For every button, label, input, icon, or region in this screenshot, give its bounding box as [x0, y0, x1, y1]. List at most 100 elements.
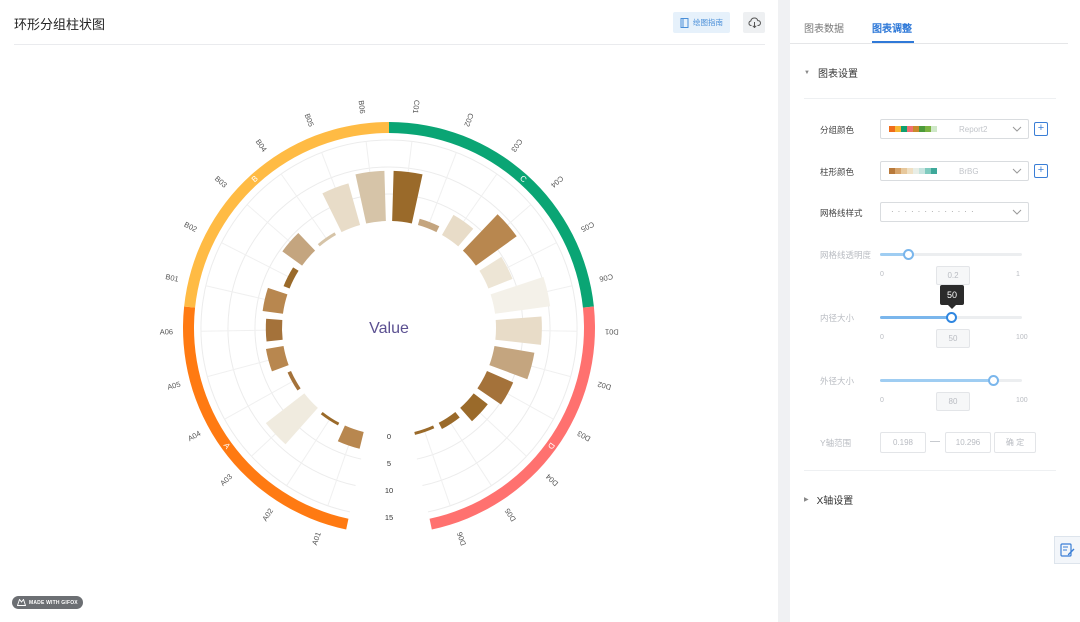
group-ring-A — [183, 306, 349, 530]
drawing-guide-label: 绘图指南 — [693, 18, 723, 27]
add-bar-color-button[interactable]: + — [1034, 164, 1048, 178]
bar-A05 — [265, 345, 289, 372]
bar-B06 — [355, 170, 386, 224]
inner-radius-slider[interactable] — [880, 312, 1022, 323]
category-label-D02: D02 — [596, 380, 612, 392]
bar-D01 — [495, 316, 542, 345]
group-ring-D — [429, 306, 595, 530]
settings-tabs: 图表数据 图表调整 — [790, 0, 1068, 44]
bar-color-swatch — [901, 168, 907, 174]
category-label-B02: B02 — [183, 220, 199, 234]
grid-radial-line — [224, 379, 296, 420]
inner-radius-label: 内径大小 — [820, 313, 855, 323]
y-range-max-input[interactable]: 10.296 — [945, 432, 991, 453]
bar-A06 — [265, 318, 283, 342]
bars-layer — [262, 170, 551, 449]
x-axis-settings-title: X轴设置 — [816, 496, 854, 507]
header-divider — [14, 44, 765, 45]
outer-radius-input[interactable]: 80 — [936, 392, 970, 411]
group-color-swatch — [907, 126, 913, 132]
slider-handle[interactable] — [946, 312, 957, 323]
outer-radius-max: 100 — [1016, 397, 1028, 404]
category-label-D01: D01 — [605, 327, 619, 336]
bar-color-swatch — [919, 168, 925, 174]
group-color-value: Report2 — [959, 125, 988, 134]
slider-handle[interactable] — [988, 375, 999, 386]
slider-track — [880, 253, 1022, 256]
group-color-swatch — [931, 126, 937, 132]
category-label-A06: A06 — [160, 327, 174, 336]
grid-opacity-min: 0 — [880, 271, 884, 278]
drawing-guide-button[interactable]: 绘图指南 — [673, 12, 730, 33]
section-divider — [804, 470, 1056, 471]
category-label-B06: B06 — [357, 100, 368, 114]
bar-B01 — [262, 287, 288, 314]
bar-D05 — [438, 411, 460, 429]
bar-color-select[interactable]: BrBG — [880, 161, 1029, 181]
bar-color-swatch — [931, 168, 937, 174]
inner-radius-input[interactable]: 50 — [936, 329, 970, 348]
category-label-A04: A04 — [186, 429, 202, 443]
made-with-text: MADE WITH GIFOX — [29, 599, 78, 606]
group-label-B: B — [250, 174, 260, 184]
group-label-D: D — [546, 441, 557, 451]
bar-C02 — [417, 218, 440, 233]
slider-fill — [880, 379, 994, 382]
grid-opacity-input[interactable]: 0.2 — [936, 266, 970, 285]
caret-down-icon: ▼ — [804, 69, 810, 76]
slider-handle[interactable] — [903, 249, 914, 260]
dotted-line-preview: ············· — [891, 207, 978, 216]
grid-radial-line — [286, 417, 332, 486]
bar-B03 — [282, 233, 316, 266]
bar-color-swatch — [907, 168, 913, 174]
chart-panel: 环形分组柱状图 绘图指南 A B C D A01 A02 A03 A04 A05 A06 B01 B… — [0, 0, 778, 622]
category-label-B03: B03 — [213, 174, 229, 190]
page-title: 环形分组柱状图 — [14, 17, 106, 32]
bar-A03 — [265, 393, 318, 445]
bar-color-label: 柱形颜色 — [820, 167, 855, 177]
bar-color-swatches — [889, 168, 937, 174]
tab-chart-data[interactable]: 图表数据 — [804, 24, 844, 35]
bar-color-swatch — [913, 168, 919, 174]
download-button[interactable] — [743, 12, 765, 33]
feedback-button[interactable] — [1054, 536, 1080, 564]
group-color-swatch — [901, 126, 907, 132]
category-label-C06: C06 — [598, 272, 613, 284]
edit-note-icon — [1060, 543, 1075, 557]
y-range-min-input[interactable]: 0.198 — [880, 432, 926, 453]
grid-opacity-max: 1 — [1016, 271, 1020, 278]
x-axis-settings-section-toggle[interactable]: ▶ X轴设置 — [804, 492, 853, 507]
grid-radial-line — [221, 242, 294, 280]
bar-A04 — [287, 370, 301, 391]
group-color-swatch — [919, 126, 925, 132]
bar-B05 — [322, 183, 361, 233]
tab-chart-adjust[interactable]: 图表调整 — [872, 24, 912, 35]
add-group-color-button[interactable]: + — [1034, 122, 1048, 136]
y-range-confirm-button[interactable]: 确 定 — [994, 432, 1036, 453]
group-color-select[interactable]: Report2 — [880, 119, 1029, 139]
inner-radius-min: 0 — [880, 334, 884, 341]
grid-opacity-slider[interactable] — [880, 249, 1022, 260]
center-label: Value — [369, 320, 409, 337]
book-icon — [680, 17, 689, 28]
bar-C04 — [462, 214, 517, 266]
chart-settings-section-toggle[interactable]: ▼ 图表设置 — [804, 65, 858, 80]
group-color-label: 分组颜色 — [820, 125, 855, 135]
outer-radius-label: 外径大小 — [820, 376, 855, 386]
category-label-A05: A05 — [166, 380, 181, 392]
gifox-logo-icon — [17, 599, 26, 606]
bar-D06 — [414, 425, 435, 435]
outer-radius-slider[interactable] — [880, 375, 1022, 386]
grid-style-select[interactable]: ············· — [880, 202, 1029, 222]
grid-style-label: 网格线样式 — [820, 208, 863, 218]
grid-radial-line — [446, 417, 492, 486]
bar-color-swatch — [925, 168, 931, 174]
category-label-C03: C03 — [509, 137, 524, 153]
group-label-C: C — [518, 174, 528, 185]
category-label-D06: D06 — [455, 531, 468, 547]
grid-opacity-label: 网格线透明度 — [820, 250, 872, 260]
bar-D02 — [489, 345, 535, 380]
slider-fill — [880, 253, 909, 256]
grid-radial-line — [280, 173, 329, 241]
chevron-down-icon — [1012, 209, 1022, 215]
